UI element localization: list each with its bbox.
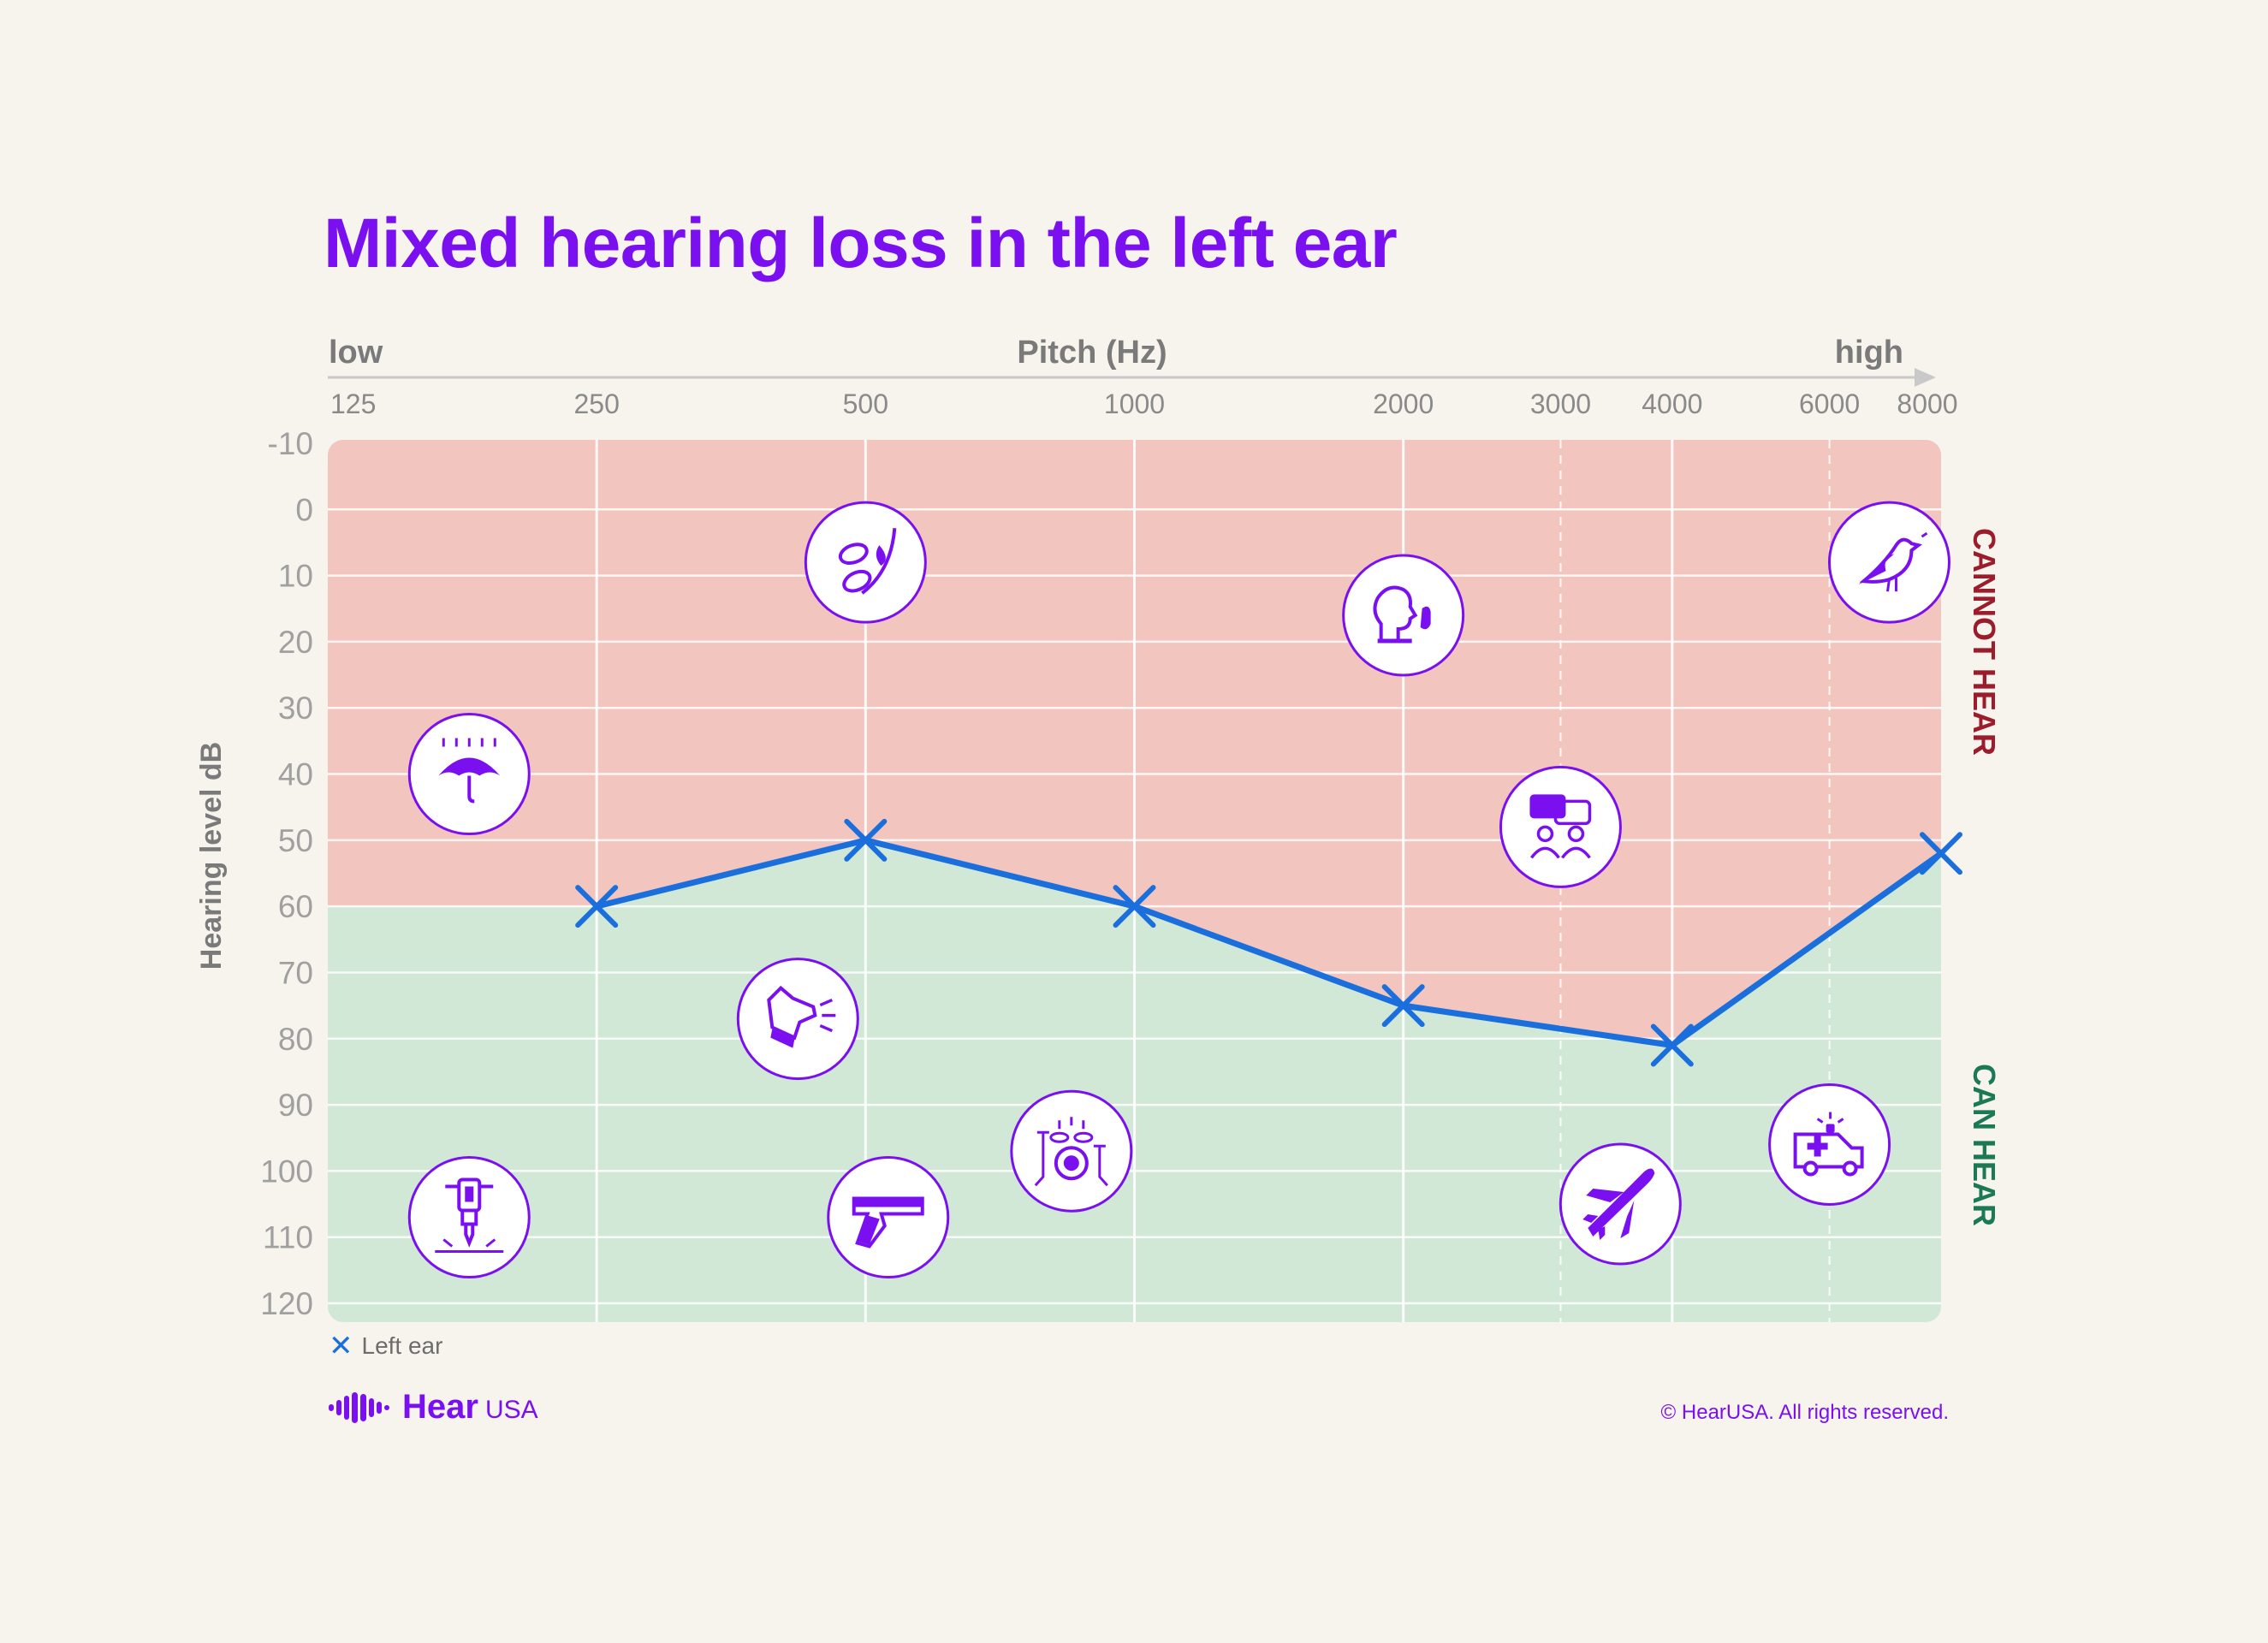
jackhammer-icon (407, 1156, 531, 1278)
y-tick-label: 100 (260, 1154, 313, 1189)
ambulance-siren-icon (1768, 1082, 1891, 1206)
can-hear-label: CAN HEAR (1967, 1064, 2002, 1226)
y-tick-label: 110 (263, 1220, 313, 1255)
y-tick-label: 0 (295, 492, 313, 527)
cannot-hear-label: CANNOT HEAR (1967, 528, 2002, 756)
x-tick-labels: 125 250 500 1000 2000 3000 4000 6000 8000 (330, 389, 1958, 419)
y-tick-label: -10 (268, 426, 313, 461)
icon-circle (736, 958, 859, 1081)
pitch-axis-arrow (1915, 368, 1936, 387)
legend-label: Left ear (361, 1332, 443, 1359)
sound-icons (407, 501, 1950, 1278)
y-tick-label: 120 (260, 1286, 313, 1321)
hearusa-logo: Hear USA (327, 1388, 538, 1427)
pitch-high-label: high (1835, 335, 1903, 371)
icon-circle (407, 713, 531, 836)
logo-usa: USA (484, 1395, 538, 1424)
left-ear-point (1650, 1023, 1694, 1067)
drum-kit-icon (1010, 1089, 1133, 1213)
x-tick-label: 500 (843, 389, 888, 419)
left-ear-series (575, 818, 1962, 1067)
legend-x-marker: ✕ (329, 1330, 353, 1362)
y-tick-labels: -10 0 10 20 30 40 50 60 70 80 90 100 110 120 (260, 426, 313, 1321)
copyright: © HearUSA. All rights reserved. (1660, 1401, 1949, 1424)
y-tick-label: 20 (278, 625, 313, 660)
icon-circle (1342, 554, 1465, 677)
pitch-axis-label: Pitch (Hz) (1017, 335, 1167, 371)
zone-labels: CANNOT HEAR CAN HEAR (1967, 528, 2002, 1226)
gunshot-icon (827, 1156, 950, 1278)
left-ear-point (1920, 832, 1962, 875)
pitch-low-label: low (329, 335, 383, 371)
icon-circle (1827, 501, 1950, 624)
x-tick-label: 125 (330, 389, 376, 419)
icon-circle (1010, 1089, 1133, 1213)
x-tick-label: 2000 (1373, 389, 1434, 419)
sound-wave-icon (329, 1391, 389, 1423)
y-tick-label: 10 (278, 559, 313, 594)
x-tick-label: 3000 (1530, 389, 1591, 419)
chart-title: Mixed hearing loss in the left ear (324, 205, 1398, 282)
left-ear-point (844, 818, 888, 862)
x-tick-label: 6000 (1799, 389, 1860, 419)
y-tick-label: 70 (278, 955, 313, 990)
x-tick-label: 250 (573, 389, 619, 419)
rain-umbrella-icon (407, 713, 531, 836)
legend: ✕ Left ear (329, 1332, 442, 1361)
icon-circle (407, 1156, 531, 1278)
y-tick-label: 50 (278, 823, 313, 858)
dog-barking-icon (736, 958, 859, 1081)
x-tick-label: 4000 (1642, 389, 1702, 419)
icon-circle (827, 1156, 950, 1278)
leaves-rustling-icon (804, 501, 927, 624)
x-tick-label: 8000 (1897, 389, 1957, 419)
y-tick-label: 60 (278, 889, 313, 924)
left-ear-line (596, 837, 1944, 1048)
pitch-axis: low Pitch (Hz) high (328, 335, 1936, 387)
left-ear-point (1381, 984, 1425, 1028)
icon-circle (1768, 1082, 1891, 1206)
icon-circle (804, 501, 927, 624)
left-ear-point (575, 885, 619, 928)
whisper-icon (1342, 554, 1465, 677)
y-tick-label: 90 (278, 1088, 313, 1123)
conversation-icon (1499, 765, 1622, 888)
icon-circle (1499, 765, 1622, 888)
y-axis-label: Hearing level dB (195, 742, 228, 970)
y-tick-label: 40 (278, 757, 313, 792)
logo-hear: Hear (402, 1388, 478, 1426)
x-tick-label: 1000 (1104, 389, 1165, 419)
y-tick-label: 80 (278, 1022, 313, 1057)
left-ear-point (1113, 885, 1156, 928)
bird-chirping-icon (1827, 501, 1950, 624)
y-tick-label: 30 (278, 691, 313, 726)
airplane-icon (1559, 1142, 1682, 1266)
